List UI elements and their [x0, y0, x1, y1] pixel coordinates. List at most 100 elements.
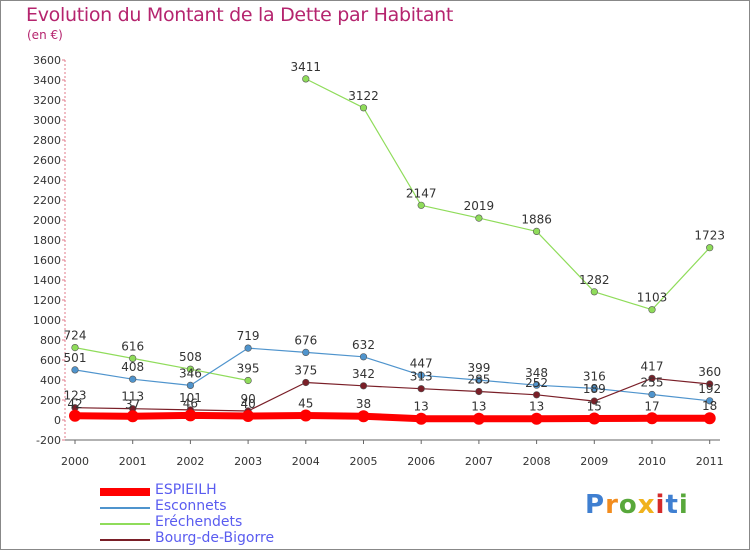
y-tick-label: 3000	[33, 114, 61, 127]
x-tick-label: 2004	[292, 455, 320, 468]
data-label: 501	[64, 351, 87, 365]
data-point	[129, 354, 137, 363]
data-point	[417, 371, 425, 379]
data-label: 508	[179, 350, 202, 364]
data-point	[472, 412, 485, 425]
data-label: 46	[183, 396, 198, 410]
y-tick-label: 0	[54, 414, 61, 427]
data-label: 417	[641, 359, 664, 373]
data-point	[530, 412, 543, 425]
y-tick-label: 1800	[33, 234, 61, 247]
data-point	[186, 381, 194, 390]
data-label: 2019	[464, 199, 495, 213]
y-tick-label: 1200	[33, 294, 61, 307]
data-point	[71, 366, 79, 374]
axes: -200 0 200 400 600 800 1000 1200 1400 1600 1800 200…	[33, 54, 724, 468]
data-point	[244, 344, 252, 352]
logo-letter: r	[605, 490, 619, 520]
data-label: 447	[410, 356, 433, 370]
x-tick-label: 2009	[580, 455, 608, 468]
data-label: 13	[414, 400, 429, 414]
data-point	[706, 380, 714, 388]
data-label: 632	[352, 338, 375, 352]
data-label: 189	[583, 382, 606, 396]
data-point	[417, 385, 425, 393]
data-label: 123	[64, 389, 87, 403]
data-point	[129, 375, 137, 383]
data-label: 408	[121, 360, 144, 374]
data-label: 316	[583, 369, 606, 383]
data-point	[646, 412, 658, 425]
data-point	[302, 348, 310, 357]
legend-label: ESPIEILH	[155, 482, 217, 498]
data-label: 90	[240, 392, 255, 406]
data-point	[302, 75, 310, 83]
chart-subtitle: (en €)	[27, 28, 63, 42]
legend-label: Bourg-de-Bigorre	[155, 530, 275, 546]
x-tick-label: 2008	[523, 455, 551, 468]
data-label: 38	[356, 397, 371, 411]
y-tick-label: 600	[40, 354, 61, 367]
y-tick-label: 1600	[33, 254, 61, 267]
data-label: 255	[641, 376, 664, 390]
data-point	[648, 390, 656, 399]
x-tick-label: 2003	[234, 455, 262, 468]
legend-swatch	[100, 507, 150, 509]
logo-letter: i	[678, 490, 689, 520]
y-tick-label: 3200	[33, 94, 61, 107]
data-label: 1723	[694, 229, 725, 243]
y-tick-label: 200	[40, 394, 61, 407]
data-label: 719	[237, 329, 260, 343]
data-label: 360	[698, 365, 721, 379]
data-point	[69, 409, 81, 422]
data-label: 13	[471, 400, 486, 414]
data-label: 13	[529, 400, 544, 414]
series-line-esconnets	[74, 347, 711, 402]
x-tick-label: 2011	[696, 455, 724, 468]
data-label: 395	[237, 362, 260, 376]
data-point	[186, 365, 194, 373]
x-tick-label: 2001	[119, 455, 147, 468]
data-label: 37	[125, 397, 140, 411]
data-label: 346	[179, 366, 202, 380]
data-point	[359, 353, 368, 361]
data-label: 40	[240, 397, 255, 411]
data-point	[244, 376, 252, 385]
data-point	[532, 381, 541, 389]
x-tick-label: 2005	[350, 455, 378, 468]
data-point	[475, 376, 483, 384]
data-label: 724	[64, 329, 87, 343]
data-label: 285	[467, 373, 490, 387]
logo-letter: o	[618, 490, 638, 520]
data-label: 101	[179, 391, 202, 405]
data-point	[475, 387, 483, 396]
data-point	[648, 306, 656, 314]
data-point	[242, 410, 255, 422]
data-point	[590, 288, 598, 296]
series-line-er-chendets	[305, 78, 711, 311]
data-label: 15	[587, 400, 602, 414]
data-point	[648, 374, 656, 382]
data-point	[532, 391, 541, 399]
data-point	[302, 378, 310, 387]
legend-label: Eréchendets	[155, 514, 243, 530]
data-point	[71, 344, 79, 352]
data-label: 399	[467, 361, 490, 375]
data-label: 192	[698, 382, 721, 396]
series-line-er-chendets	[74, 347, 249, 382]
series-group	[69, 75, 716, 425]
y-tick-label: 1400	[33, 274, 61, 287]
data-label: 42	[67, 397, 82, 411]
y-tick-label: 3400	[33, 74, 61, 87]
data-point	[590, 384, 598, 393]
data-label: 616	[121, 339, 144, 353]
data-label: 342	[352, 367, 375, 381]
logo-letter: t	[665, 490, 679, 520]
data-point	[126, 410, 139, 423]
data-label: 1282	[579, 273, 610, 287]
data-point	[475, 214, 483, 222]
legend-swatch	[100, 523, 150, 525]
y-tick-label: 2000	[33, 214, 61, 227]
